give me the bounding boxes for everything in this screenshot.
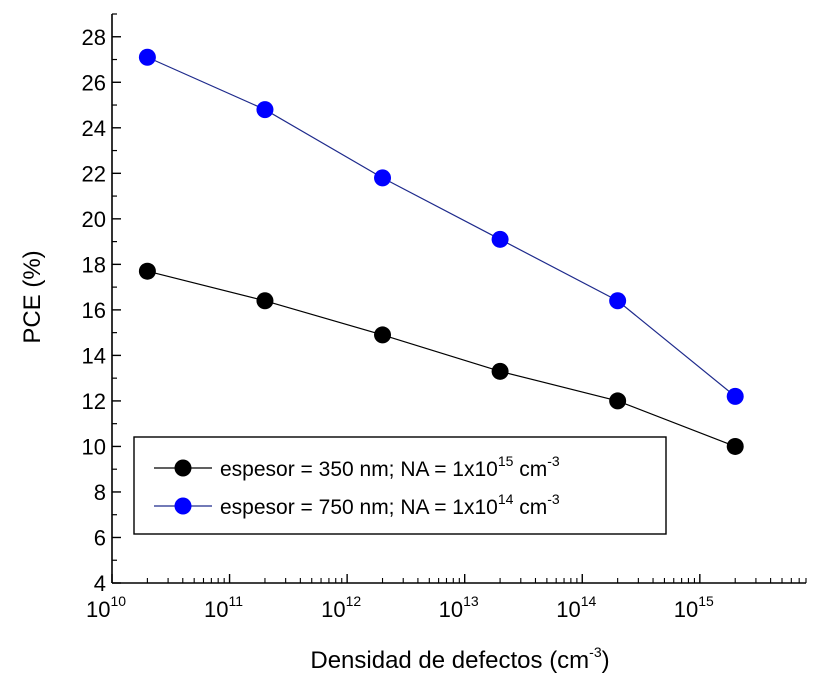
series-2-line (147, 56, 736, 397)
legend-box (133, 436, 667, 535)
x-tick-label: 1012 (321, 593, 361, 622)
y-tick-label: 24 (82, 116, 106, 141)
series-2-point (726, 387, 744, 405)
y-tick-label: 8 (94, 480, 106, 505)
x-axis-title: Densidad de defectos (cm-3) (310, 644, 609, 674)
series-1-point (609, 392, 627, 410)
series-2-point (138, 48, 156, 66)
x-tick-label: 1015 (674, 593, 714, 622)
y-tick-label: 10 (82, 434, 106, 459)
series-1-point (138, 262, 156, 280)
series-1-point (374, 326, 392, 344)
legend: espesor = 350 nm; NA = 1x1015 cm-3 espeso… (133, 436, 667, 535)
y-tick-label: 22 (82, 161, 106, 186)
series-2-point (609, 292, 627, 310)
y-tick-label: 12 (82, 389, 106, 414)
y-tick-label: 18 (82, 252, 106, 277)
x-tick-label: 1010 (86, 593, 126, 622)
x-tick-label: 1011 (204, 593, 243, 622)
legend-marker-2 (174, 497, 192, 515)
x-tick-label: 1014 (556, 593, 596, 622)
y-axis-title: PCE (%) (19, 250, 46, 343)
series-2-point (491, 230, 509, 248)
legend-marker-1 (174, 459, 192, 477)
series-1-line (147, 270, 736, 447)
legend-label-2: espesor = 750 nm; NA = 1x1014 cm-3 (220, 491, 560, 519)
y-tick-label: 26 (82, 70, 106, 95)
y-tick-label: 4 (94, 571, 106, 596)
series-points (138, 48, 744, 455)
legend-label-1: espesor = 350 nm; NA = 1x1015 cm-3 (220, 453, 560, 481)
series-2-point (256, 101, 274, 119)
y-tick-label: 20 (82, 207, 106, 232)
y-tick-label: 28 (82, 25, 106, 50)
series-lines (147, 56, 736, 447)
x-tick-label: 1013 (439, 593, 479, 622)
series-1-point (256, 292, 274, 310)
y-tick-label: 6 (94, 525, 106, 550)
series-2-point (374, 169, 392, 187)
y-tick-label: 16 (82, 298, 106, 323)
series-1-point (491, 362, 509, 380)
y-tick-label: 14 (82, 343, 106, 368)
series-1-point (726, 437, 744, 455)
